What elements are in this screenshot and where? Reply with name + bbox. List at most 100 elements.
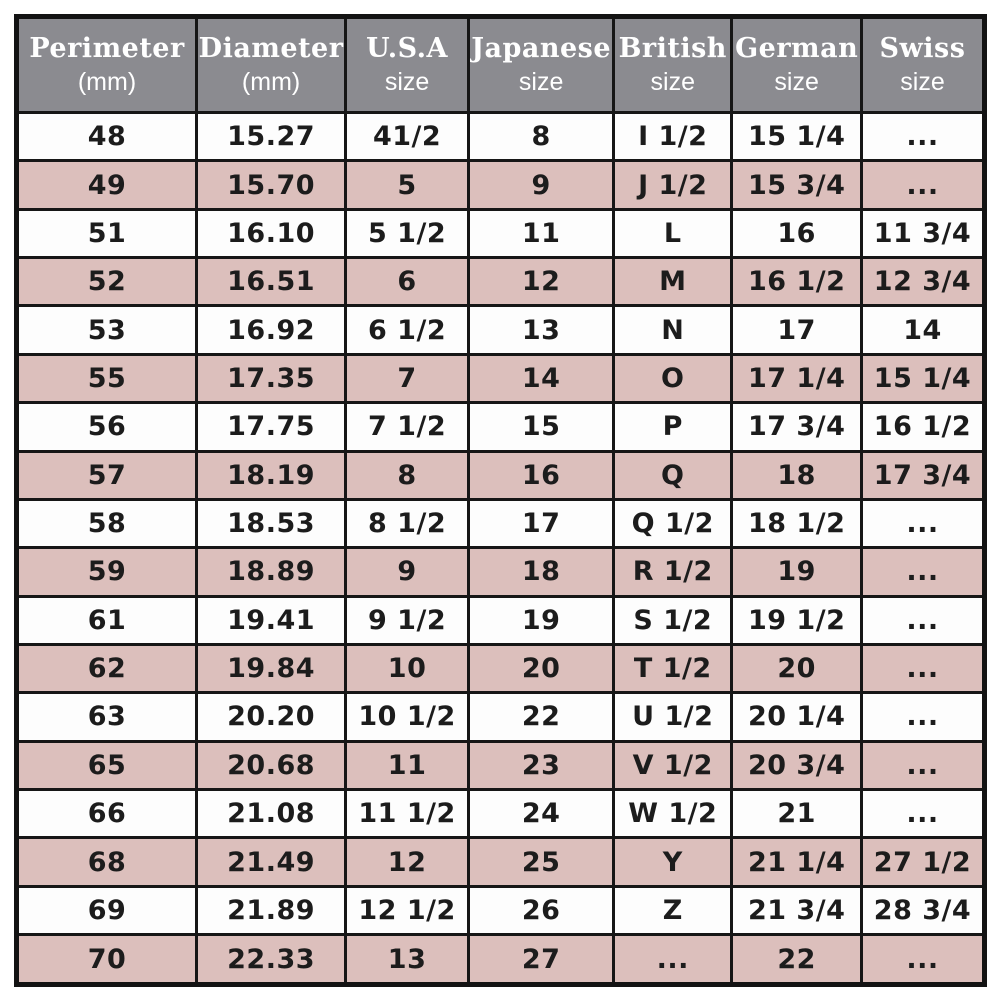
conversion-table: Perimeter (mm) Diameter (mm) U.S.A size Japane… [14,14,987,987]
table-cell: 20 3/4 [730,739,864,792]
table-cell: 14 [860,304,986,356]
table-cell: 21 1/4 [730,836,864,888]
table-cell: 18 1/2 [730,497,864,550]
table-cell: 9 1/2 [344,594,471,646]
table-cell: 56 [14,401,199,453]
table-cell: 10 [344,642,471,695]
table-cell: 25 [467,836,616,888]
table-cell: 9 [467,159,616,211]
table-row: 68 21.49 12 25 Y 21 1/4 27 1/2 [14,836,986,888]
table-cell: 18 [730,449,864,501]
table-cell: 17.35 [195,352,348,405]
table-cell: 24 [467,788,616,840]
table-cell: L [612,207,734,260]
table-cell: Z [612,884,734,937]
column-header-title: Swiss [879,32,966,64]
table-cell: 15 3/4 [730,159,864,211]
table-cell: ... [860,691,986,743]
table-cell: 6 1/2 [344,304,471,356]
table-cell: 17 3/4 [730,401,864,453]
table-cell: 48 [14,110,199,163]
table-cell: 17 1/4 [730,352,864,405]
table-cell: P [612,401,734,453]
table-cell: 18.89 [195,546,348,598]
table-cell: 8 [344,449,471,501]
table-cell: 15.27 [195,110,348,163]
table-cell: 11 1/2 [344,788,471,840]
table-cell: 18 [467,546,616,598]
table-row: 62 19.84 10 20 T 1/2 20... [14,642,986,695]
column-header-subtitle: (mm) [241,68,301,97]
column-header-swiss: Swiss size [860,15,986,114]
table-cell: U 1/2 [612,691,734,743]
table-cell: 19 1/2 [730,594,864,646]
table-cell: 61 [14,594,199,646]
table-cell: 21.89 [195,884,348,937]
column-header-u-s-a: U.S.A size [344,15,471,114]
table-cell: 22.33 [195,933,348,986]
table-cell: 18.53 [195,497,348,550]
table-row: 63 20.20 10 1/2 22 U 1/2 20 1/4... [14,691,986,743]
column-header-title: U.S.A [366,32,448,64]
table-cell: 12 1/2 [344,884,471,937]
table-cell: V 1/2 [612,739,734,792]
table-header-row: Perimeter (mm) Diameter (mm) U.S.A size Japane… [14,15,986,114]
table-row: 58 18.53 8 1/2 17 Q 1/2 18 1/2... [14,497,986,550]
column-header-title: Diameter [198,32,344,64]
table-cell: 21 [730,788,864,840]
table-cell: 41/2 [344,110,471,163]
table-cell: Q [612,449,734,501]
column-header-japanese: Japanese size [467,15,616,114]
table-cell: ... [860,497,986,550]
table-cell: M [612,256,734,308]
table-row: 66 21.08 11 1/2 24 W 1/2 21... [14,788,986,840]
table-row: 61 19.41 9 1/2 19 S 1/2 19 1/2... [14,594,986,646]
table-cell: 55 [14,352,199,405]
column-header-british: British size [612,15,734,114]
table-cell: 10 1/2 [344,691,471,743]
table-cell: ... [860,788,986,840]
table-cell: 11 [344,739,471,792]
table-row: 52 16.51 6 12 M 16 1/2 12 3/4 [14,256,986,308]
table-cell: 5 1/2 [344,207,471,260]
table-cell: 69 [14,884,199,937]
table-row: 69 21.89 12 1/2 26 Z 21 3/4 28 3/4 [14,884,986,937]
table-cell: 52 [14,256,199,308]
table-cell: 17 3/4 [860,449,986,501]
table-cell: 17.75 [195,401,348,453]
table-cell: J 1/2 [612,159,734,211]
table-cell: 58 [14,497,199,550]
column-header-title: British [618,32,727,64]
table-cell: R 1/2 [612,546,734,598]
column-header-subtitle: size [774,68,819,97]
table-cell: 16 [467,449,616,501]
table-cell: T 1/2 [612,642,734,695]
table-row: 53 16.92 6 1/2 13 N 17 14 [14,304,986,356]
table-row: 51 16.10 5 1/2 11 L 16 11 3/4 [14,207,986,260]
table-cell: 16.10 [195,207,348,260]
table-cell: 19.84 [195,642,348,695]
table-cell: 20.68 [195,739,348,792]
table-cell: O [612,352,734,405]
table-cell: 19 [467,594,616,646]
table-cell: S 1/2 [612,594,734,646]
table-row: 49 15.70 5 9 J 1/2 15 3/4... [14,159,986,211]
column-header-title: Japanese [471,32,612,64]
table-cell: 51 [14,207,199,260]
table-cell: N [612,304,734,356]
table-cell: ... [860,739,986,792]
table-row: 59 18.89 9 18 R 1/2 19... [14,546,986,598]
table-cell: 7 [344,352,471,405]
table-cell: 5 [344,159,471,211]
table-cell: 62 [14,642,199,695]
table-cell: 18.19 [195,449,348,501]
table-cell: 70 [14,933,199,986]
table-cell: 23 [467,739,616,792]
table-row: 48 15.27 41/2 8 I 1/2 15 1/4... [14,110,986,163]
table-cell: 21 3/4 [730,884,864,937]
table-row: 55 17.35 7 14 O 17 1/4 15 1/4 [14,352,986,405]
table-cell: 49 [14,159,199,211]
table-cell: 13 [467,304,616,356]
table-cell: 17 [467,497,616,550]
table-cell: I 1/2 [612,110,734,163]
